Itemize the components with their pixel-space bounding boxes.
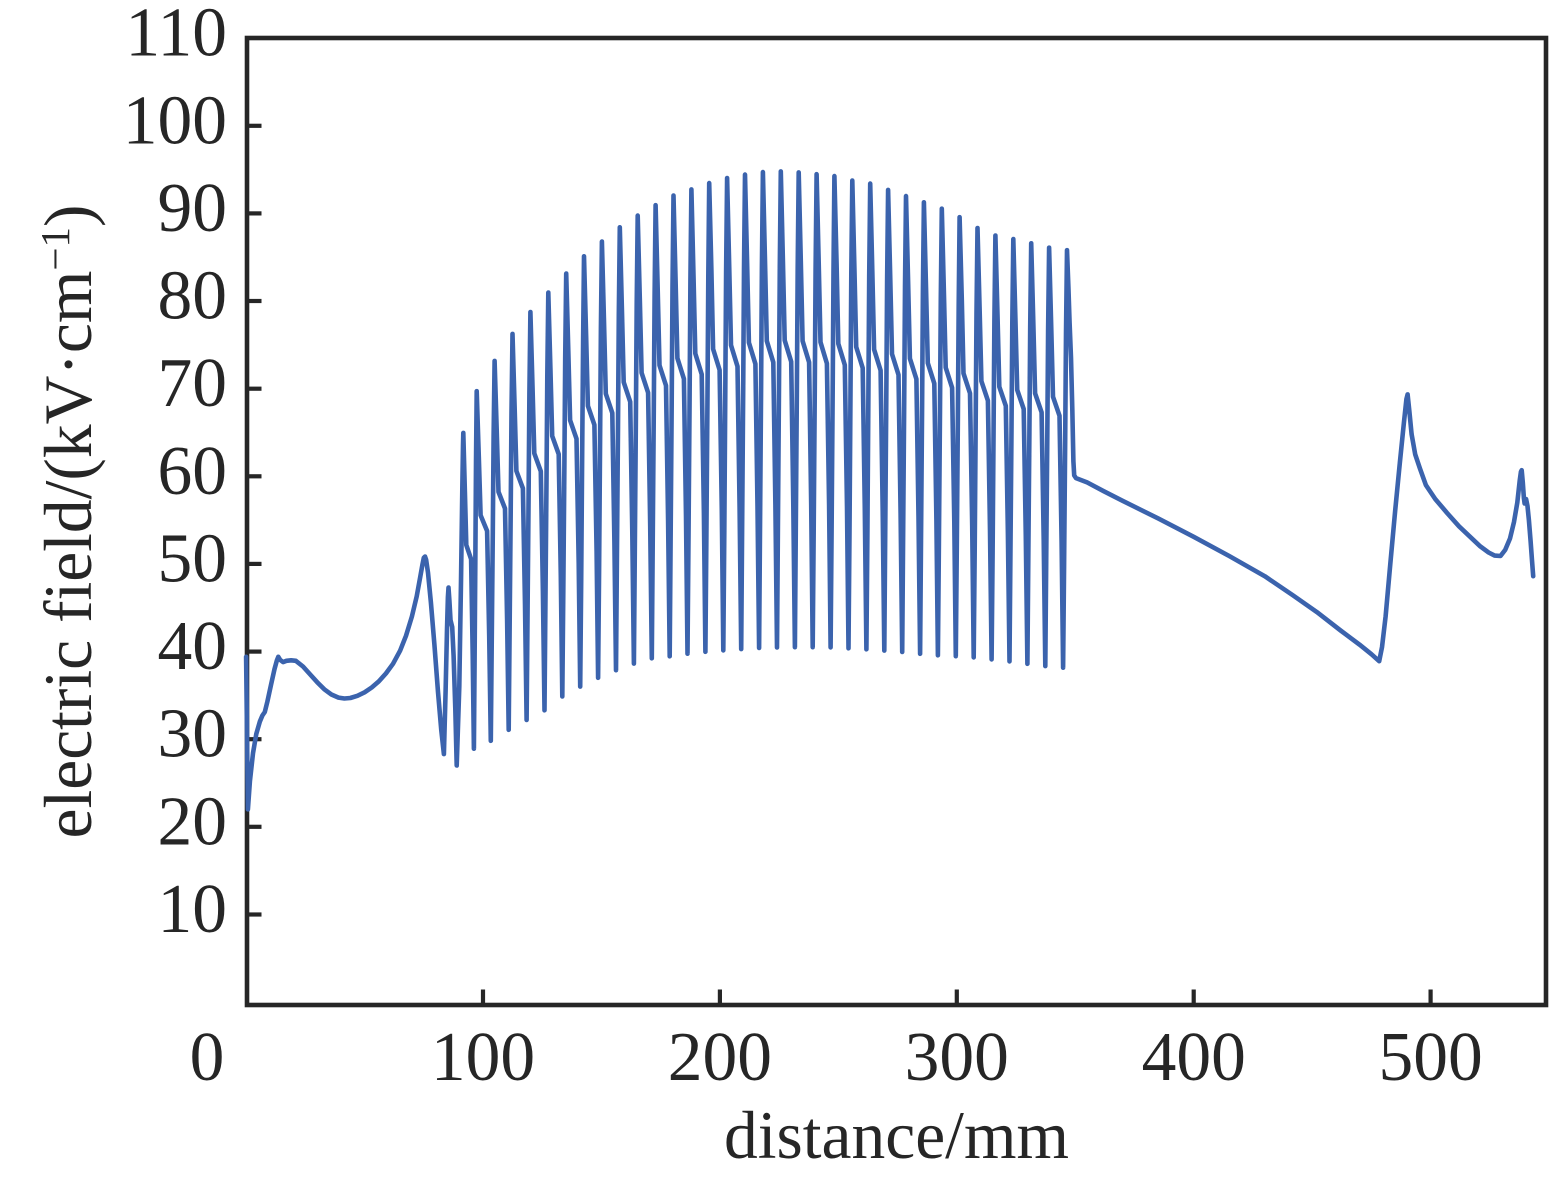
svg-text:distance/mm: distance/mm [724,1098,1069,1173]
svg-text:electric field/(kV·cm−1): electric field/(kV·cm−1) [31,205,106,839]
svg-text:60: 60 [158,433,228,510]
svg-text:20: 20 [158,783,228,860]
svg-text:110: 110 [125,0,227,72]
svg-text:30: 30 [158,696,228,773]
svg-text:0: 0 [190,1019,225,1096]
svg-text:80: 80 [158,258,228,335]
svg-text:200: 200 [668,1019,772,1096]
svg-text:50: 50 [158,520,228,597]
svg-text:400: 400 [1142,1019,1246,1096]
svg-text:40: 40 [158,608,228,685]
svg-text:70: 70 [158,345,228,422]
svg-text:90: 90 [158,170,228,247]
svg-text:500: 500 [1378,1019,1482,1096]
svg-text:300: 300 [905,1019,1009,1096]
svg-text:100: 100 [431,1019,535,1096]
svg-text:100: 100 [123,82,227,159]
svg-text:10: 10 [158,871,228,948]
